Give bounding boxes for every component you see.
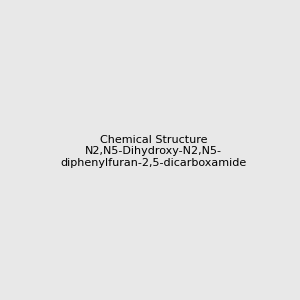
- Text: Chemical Structure
N2,N5-Dihydroxy-N2,N5-
diphenylfuran-2,5-dicarboxamide: Chemical Structure N2,N5-Dihydroxy-N2,N5…: [61, 135, 247, 168]
